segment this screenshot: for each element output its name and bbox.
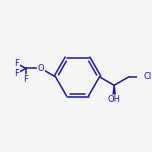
Text: OH: OH <box>108 95 121 104</box>
Text: O: O <box>38 64 44 73</box>
Polygon shape <box>112 85 116 100</box>
Text: Cl: Cl <box>143 72 151 81</box>
Text: F: F <box>14 69 19 78</box>
Text: F: F <box>14 59 19 68</box>
Text: F: F <box>23 75 28 84</box>
